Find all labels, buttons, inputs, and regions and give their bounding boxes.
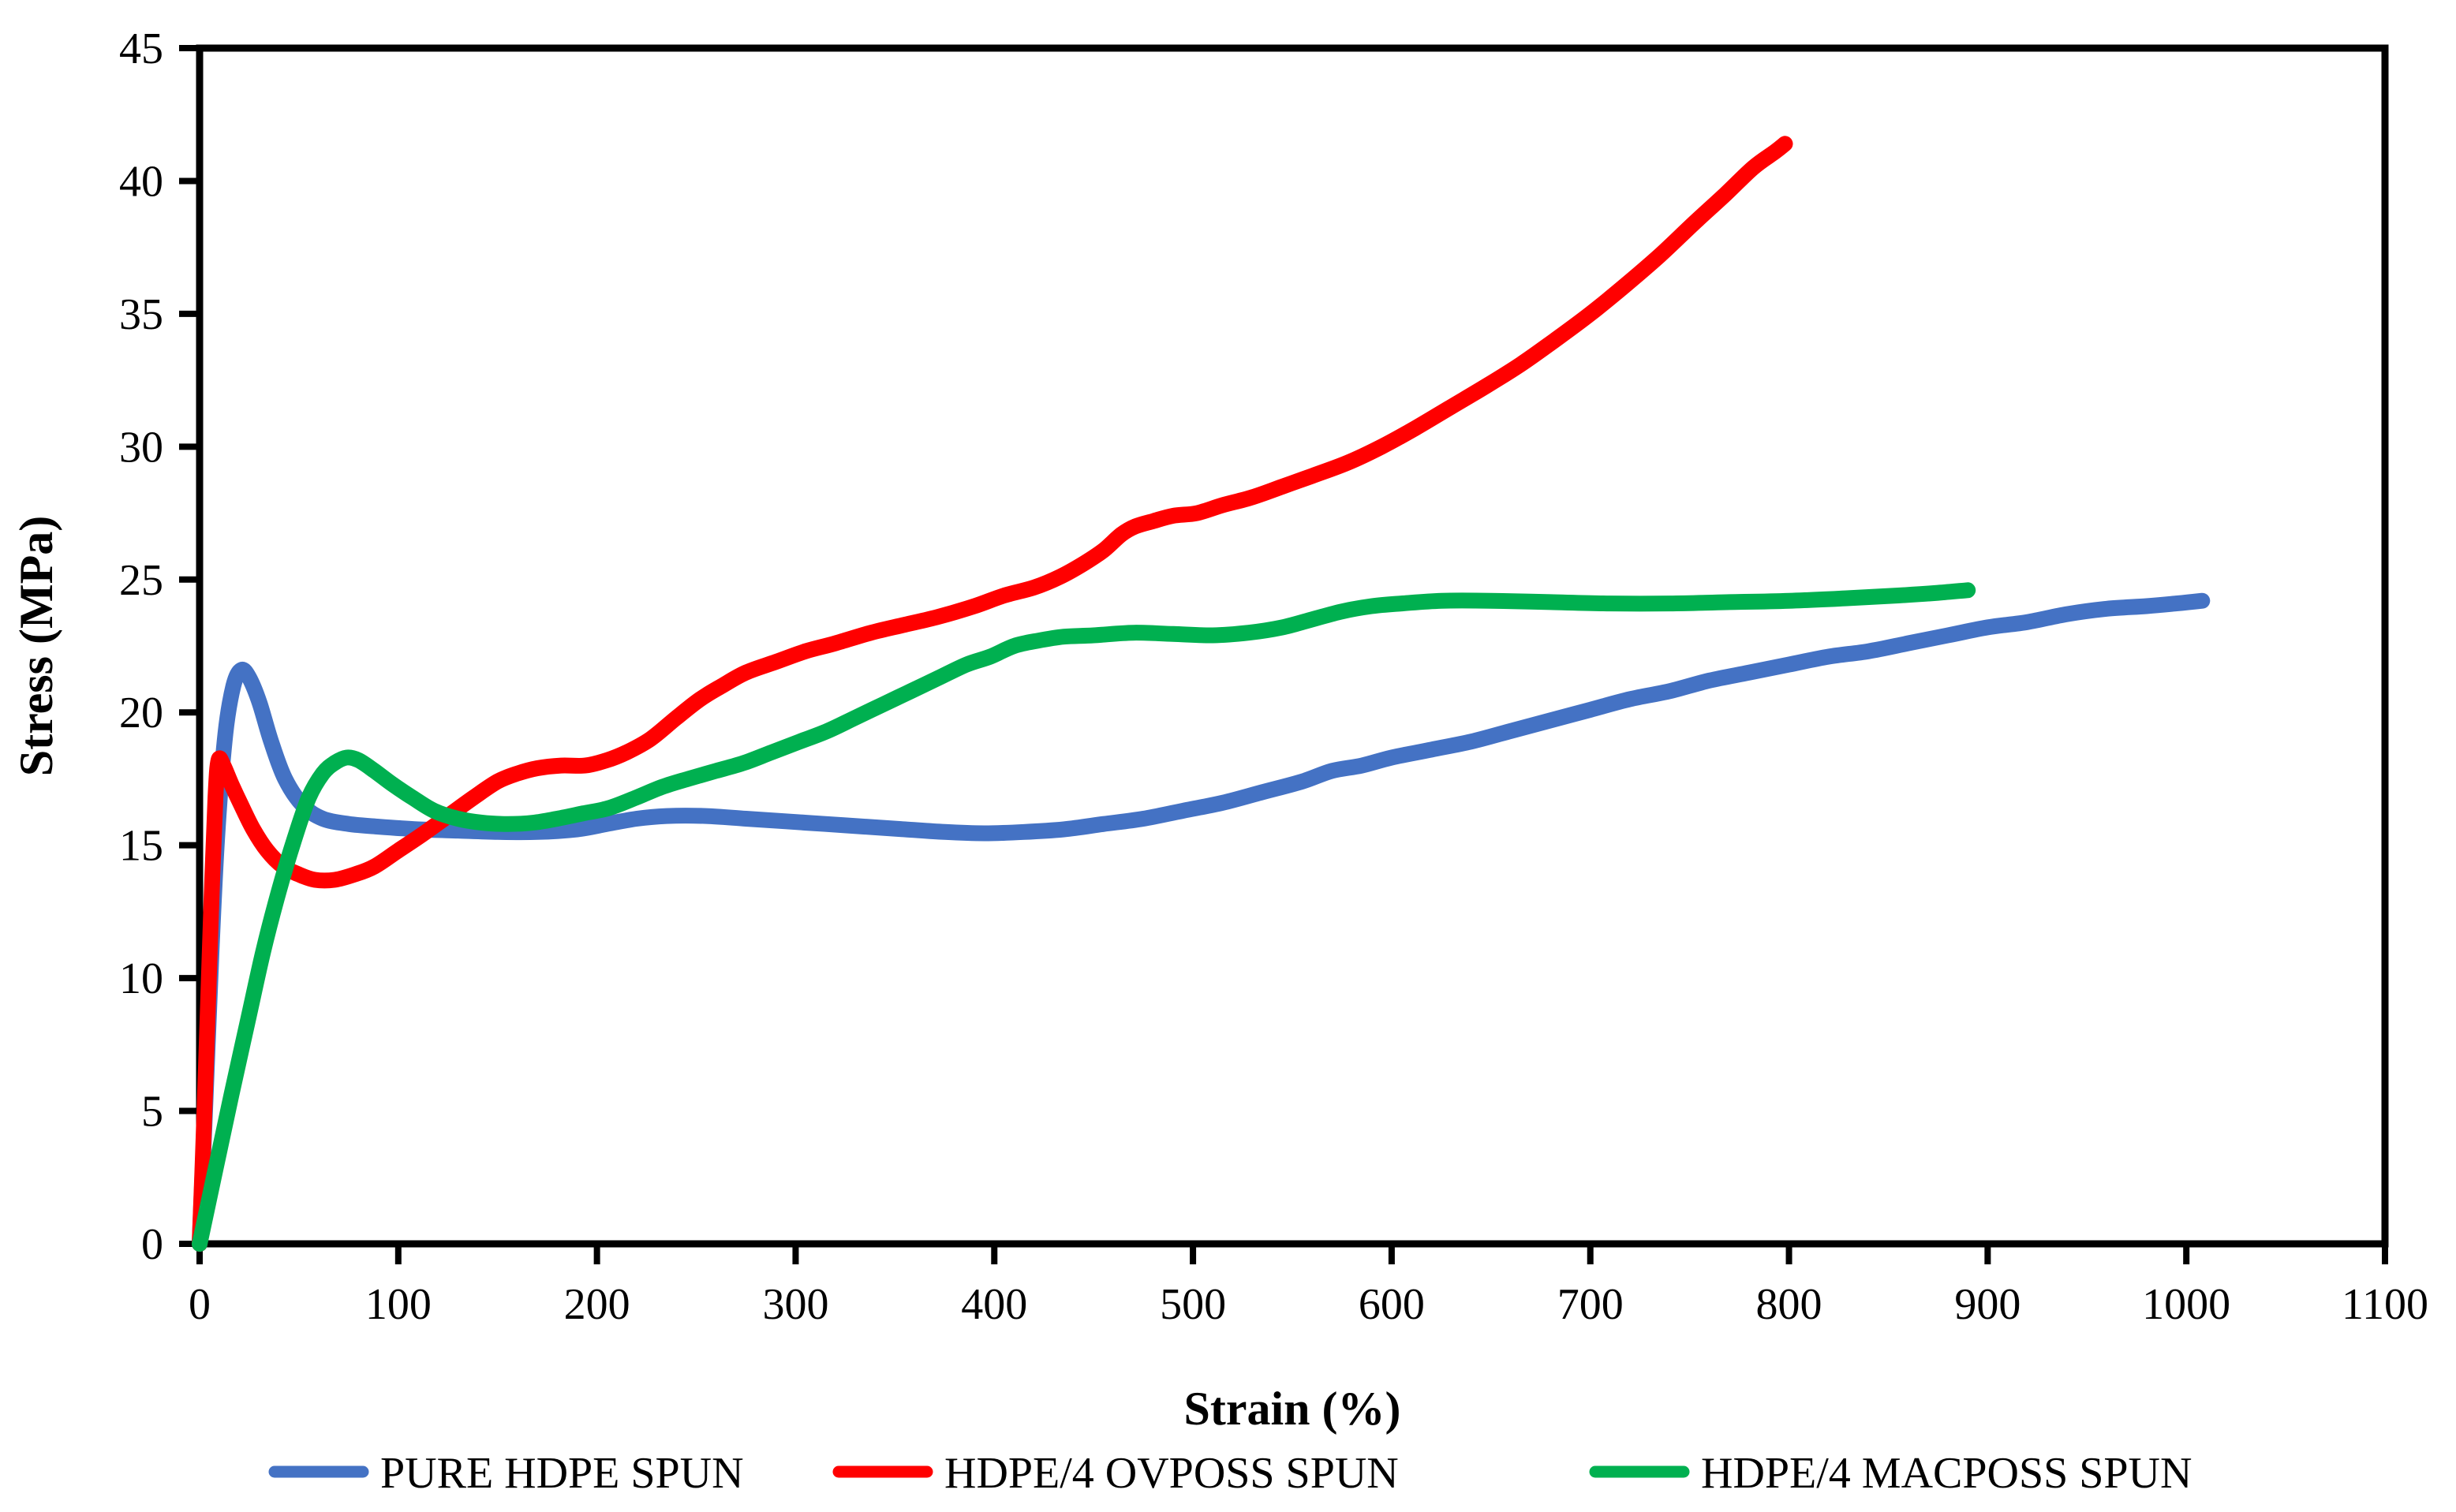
series-group [192,136,2211,1252]
y-axis-title: Stress (MPa) [10,516,62,776]
y-tick-label: 5 [141,1088,163,1137]
legend-label: HDPE/4 OVPOSS SPUN [944,1449,1399,1498]
y-tick-label: 15 [119,822,163,871]
x-tick-label: 700 [1557,1280,1624,1329]
y-tick-label: 30 [119,423,163,472]
series-line-hdpe-4-macposs-spun [192,582,1976,1252]
y-tick-label: 45 [119,24,163,73]
series-line-hdpe-4-ovposs-spun [192,136,1793,1252]
x-tick-label: 200 [564,1280,630,1329]
y-tick-label: 10 [119,954,163,1003]
legend-label: HDPE/4 MACPOSS SPUN [1701,1449,2192,1498]
x-axis-title: Strain (%) [1184,1383,1401,1435]
x-tick-label: 800 [1756,1280,1822,1329]
y-tick-label: 35 [119,290,163,339]
x-tick-label: 500 [1160,1280,1226,1329]
x-axis: 0 100 200 300 400 500 600 700 800 900 1000 1100 [189,1244,2428,1329]
x-tick-label: 100 [365,1280,432,1329]
legend-item: HDPE/4 OVPOSS SPUN [832,1449,1399,1498]
legend-label: PURE HDPE SPUN [380,1449,744,1498]
x-tick-label: 600 [1359,1280,1425,1329]
y-tick-label: 0 [141,1220,163,1269]
legend-item: HDPE/4 MACPOSS SPUN [1589,1449,2192,1498]
x-tick-label: 400 [961,1280,1027,1329]
y-axis: 0 5 10 15 20 25 30 35 40 45 [119,24,200,1269]
series-line-pure-hdpe-spun [192,592,2211,1252]
x-tick-label: 300 [762,1280,828,1329]
x-tick-label: 1100 [2342,1280,2428,1329]
legend-item: PURE HDPE SPUN [268,1449,744,1498]
x-tick-label: 1000 [2142,1280,2230,1329]
y-tick-label: 25 [119,556,163,605]
y-tick-label: 20 [119,689,163,737]
y-tick-label: 40 [119,157,163,206]
legend: PURE HDPE SPUN HDPE/4 OVPOSS SPUN HDPE/4 M… [268,1449,2192,1498]
x-tick-label: 900 [1954,1280,2020,1329]
x-tick-label: 0 [189,1280,211,1329]
plot-border [196,44,2389,1248]
